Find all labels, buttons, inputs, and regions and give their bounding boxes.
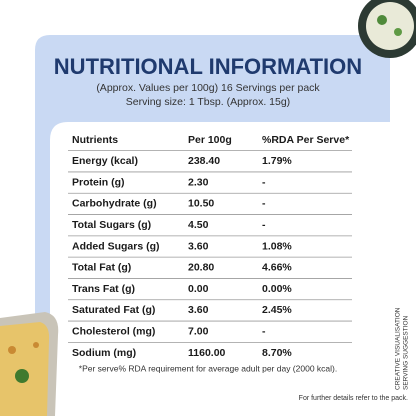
nutrient-name: Sodium (mg): [72, 347, 136, 359]
nutrient-value: 2.30: [188, 176, 209, 188]
nutrient-name: Trans Fat (g): [72, 283, 135, 295]
nutrient-value: 1.79%: [262, 155, 292, 167]
nutrient-value: -: [262, 219, 266, 231]
dish-crust: [8, 346, 16, 354]
side-note: CREATIVE VISUALISATION SERVING SUGGESTIO…: [395, 307, 410, 390]
food-garnish: [394, 28, 402, 36]
column-header: Per 100g: [188, 134, 232, 146]
dish-food: [0, 322, 50, 416]
nutrient-name: Protein (g): [72, 176, 125, 188]
nutrient-name: Cholesterol (mg): [72, 325, 155, 337]
nutrient-value: 10.50: [188, 198, 214, 210]
nutrient-name: Total Sugars (g): [72, 219, 151, 231]
nutrient-value: 7.00: [188, 325, 209, 337]
title: NUTRITIONAL INFORMATION: [54, 54, 362, 79]
nutrient-value: 238.40: [188, 155, 220, 167]
nutrient-value: -: [262, 325, 266, 337]
nutrient-name: Saturated Fat (g): [72, 304, 155, 316]
nutrient-value: 8.70%: [262, 347, 292, 359]
nutrient-name: Energy (kcal): [72, 155, 138, 167]
footnote: *Per serve% RDA requirement for average …: [79, 363, 337, 373]
nutrient-value: -: [262, 176, 266, 188]
nutrient-value: 0.00: [188, 283, 209, 295]
table-card: [50, 122, 390, 386]
food-bowl-inner: [366, 2, 414, 50]
nutrient-value: -: [262, 198, 266, 210]
nutrition-table: Nutrients Per 100g %RDA Per Serve* Energy (…: [68, 134, 352, 359]
column-header: Nutrients: [72, 134, 118, 146]
side-note-line: SERVING SUGGESTION: [403, 315, 410, 390]
nutrient-value: 20.80: [188, 262, 214, 274]
side-note-line: CREATIVE VISUALISATION: [395, 307, 402, 390]
dish-garnish: [15, 369, 29, 383]
nutrient-name: Total Fat (g): [72, 262, 131, 274]
footer-note: For further details refer to the pack.: [299, 395, 408, 402]
nutrient-value: 4.50: [188, 219, 209, 231]
nutrient-value: 0.00%: [262, 283, 292, 295]
nutrient-value: 1.08%: [262, 240, 292, 252]
nutrient-value: 3.60: [188, 240, 209, 252]
subtitle: (Approx. Values per 100g) 16 Servings pe…: [96, 82, 320, 94]
column-header: %RDA Per Serve*: [262, 134, 350, 146]
nutrient-name: Added Sugars (g): [72, 240, 160, 252]
nutrient-value: 4.66%: [262, 262, 292, 274]
nutrient-value: 2.45%: [262, 304, 292, 316]
nutrient-value: 1160.00: [188, 347, 226, 359]
nutrient-value: 3.60: [188, 304, 209, 316]
dish-crust: [33, 342, 39, 348]
subtitle: Serving size: 1 Tbsp. (Approx. 15g): [126, 96, 290, 108]
nutrient-name: Carbohydrate (g): [72, 198, 157, 210]
food-garnish: [377, 15, 387, 25]
